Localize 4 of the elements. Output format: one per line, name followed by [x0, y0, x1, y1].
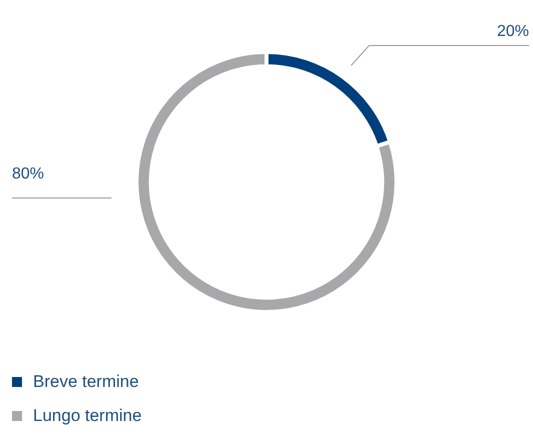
legend-label: Lungo termine — [33, 406, 142, 426]
data-label: 80% — [12, 165, 44, 182]
data-label: 20% — [496, 22, 529, 40]
legend-label: Breve termine — [33, 372, 139, 392]
